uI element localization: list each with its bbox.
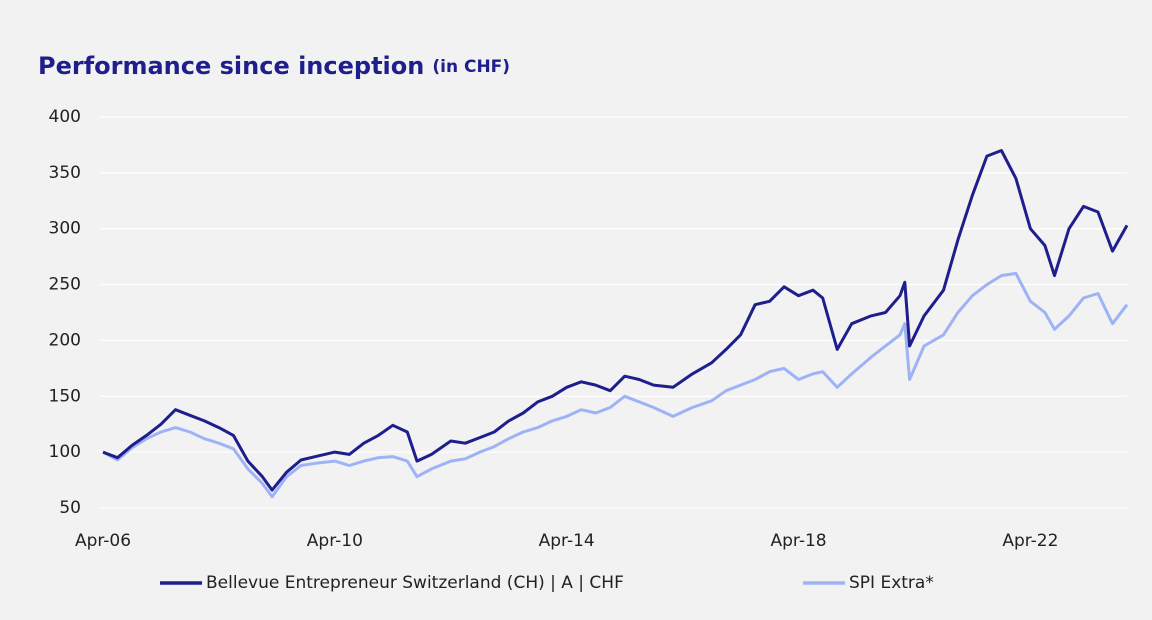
chart-title: Performance since inception (38, 52, 424, 80)
y-tick-label: 250 (49, 275, 81, 295)
series-line (102, 149, 1129, 492)
chart-subtitle: (in CHF) (432, 57, 510, 77)
x-tick-label: Apr-06 (75, 531, 131, 551)
x-tick-label: Apr-14 (539, 531, 595, 551)
y-tick-label: 100 (49, 442, 81, 462)
y-tick-label: 150 (49, 386, 81, 406)
legend-label: SPI Extra* (849, 573, 934, 593)
x-tick-label: Apr-18 (771, 531, 827, 551)
y-tick-label: 350 (49, 163, 81, 183)
chart-title-group: Performance since inception (in CHF) (38, 52, 510, 80)
y-tick-label: 300 (49, 219, 81, 239)
series-line (102, 271, 1129, 499)
x-tick-label: Apr-22 (1002, 531, 1058, 551)
y-tick-label: 400 (49, 107, 81, 127)
y-tick-label: 200 (49, 330, 81, 350)
y-tick-label: 50 (59, 498, 81, 518)
x-tick-label: Apr-10 (307, 531, 363, 551)
legend-label: Bellevue Entrepreneur Switzerland (CH) |… (206, 573, 624, 593)
